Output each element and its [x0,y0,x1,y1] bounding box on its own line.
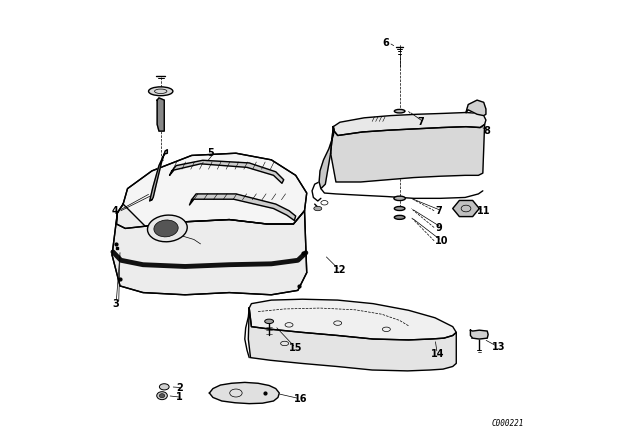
Text: 7: 7 [435,206,442,216]
Polygon shape [466,100,486,116]
Polygon shape [319,127,334,189]
Ellipse shape [147,215,188,242]
Text: 13: 13 [492,342,505,352]
Text: 16: 16 [294,394,307,404]
Text: 9: 9 [435,223,442,233]
Ellipse shape [157,392,167,400]
Text: 7: 7 [417,117,424,127]
Polygon shape [150,150,167,201]
Text: 12: 12 [333,266,347,276]
Polygon shape [333,112,486,135]
Ellipse shape [265,319,273,323]
Text: 11: 11 [477,206,491,216]
Text: 3: 3 [112,299,119,309]
Text: 4: 4 [112,206,119,216]
Polygon shape [170,160,284,183]
Polygon shape [116,153,307,228]
Polygon shape [209,383,279,404]
Text: 5: 5 [207,148,214,158]
Text: 14: 14 [431,349,444,359]
Ellipse shape [314,206,322,211]
Text: 15: 15 [289,343,303,353]
Polygon shape [331,125,484,182]
Ellipse shape [154,220,178,237]
Ellipse shape [394,196,405,201]
Text: C000221: C000221 [491,418,524,427]
Polygon shape [470,330,488,339]
Text: 1: 1 [176,392,183,402]
Ellipse shape [159,384,169,390]
Polygon shape [248,308,456,371]
Ellipse shape [394,109,405,113]
Ellipse shape [394,215,405,220]
Text: 8: 8 [484,126,491,136]
Polygon shape [249,299,456,340]
Ellipse shape [148,87,173,96]
Polygon shape [452,200,479,216]
Ellipse shape [159,394,164,398]
Text: 2: 2 [176,383,183,393]
Polygon shape [157,98,164,131]
Ellipse shape [394,207,405,211]
Polygon shape [112,204,307,295]
Text: 10: 10 [435,236,449,246]
Text: 6: 6 [382,38,388,47]
Polygon shape [189,194,296,220]
